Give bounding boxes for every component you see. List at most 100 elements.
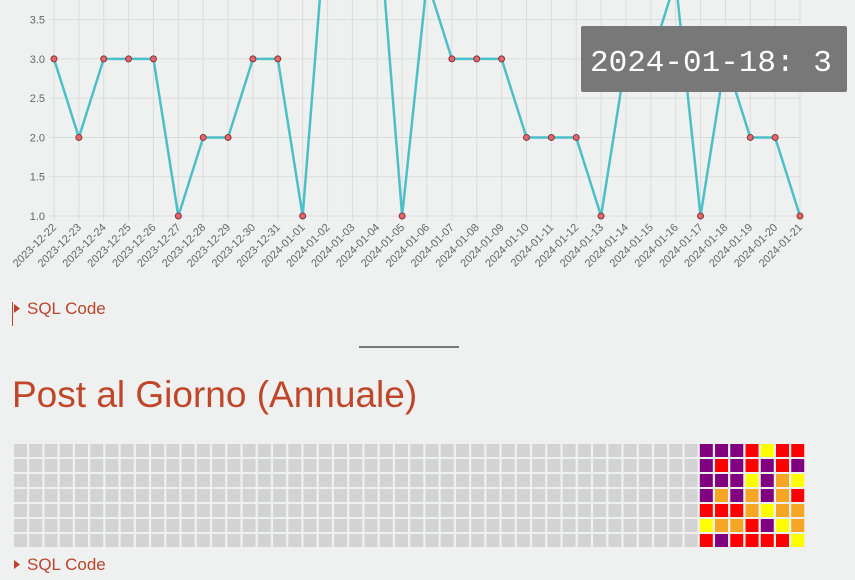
data-point xyxy=(274,55,282,63)
heatmap-cell xyxy=(44,504,58,517)
heatmap-cell xyxy=(181,444,195,457)
sql-toggle[interactable]: SQL Code xyxy=(14,555,106,574)
heatmap-cell xyxy=(334,474,348,487)
heatmap-cell xyxy=(440,474,454,487)
heatmap-cell xyxy=(14,489,27,502)
heatmap-cell xyxy=(593,534,607,547)
heatmap-cell xyxy=(410,519,424,532)
heatmap-cell xyxy=(166,519,180,532)
heatmap-cell xyxy=(455,474,469,487)
heatmap-cell xyxy=(562,504,576,517)
heatmap-cell xyxy=(501,504,515,517)
heatmap-cell xyxy=(745,534,759,547)
heatmap-cell xyxy=(151,534,165,547)
heatmap-cell xyxy=(29,519,43,532)
heatmap-cell xyxy=(562,489,576,502)
heatmap-cell xyxy=(593,474,607,487)
heatmap-cell xyxy=(379,489,393,502)
heatmap-cell xyxy=(776,489,789,502)
heatmap-cell xyxy=(379,519,393,532)
heatmap-cell xyxy=(105,519,119,532)
heatmap-cell xyxy=(760,504,774,517)
sql-link[interactable]: SQL Code xyxy=(27,299,106,318)
heatmap-cell xyxy=(471,534,485,547)
heatmap-cell xyxy=(44,519,58,532)
heatmap-cell xyxy=(440,534,454,547)
heatmap-cell xyxy=(516,444,530,457)
heatmap-cell xyxy=(105,504,119,517)
heatmap-cell xyxy=(547,474,561,487)
heatmap-cell xyxy=(669,459,683,472)
heatmap-cell xyxy=(410,474,424,487)
heatmap-cell xyxy=(59,474,73,487)
y-tick-label: 3.5 xyxy=(30,15,45,27)
heatmap-cell xyxy=(730,459,744,472)
heatmap-cell xyxy=(242,519,256,532)
heatmap-cell xyxy=(654,459,668,472)
heatmap-cell xyxy=(74,504,88,517)
heatmap-cell xyxy=(608,534,622,547)
data-point xyxy=(199,133,207,141)
sql-link[interactable]: SQL Code xyxy=(27,555,106,574)
sql-toggle[interactable]: SQL Code xyxy=(12,299,106,326)
heatmap-cell xyxy=(410,534,424,547)
heatmap-cell xyxy=(699,474,713,487)
heatmap-cell xyxy=(745,489,759,502)
heatmap-cell xyxy=(395,489,408,502)
heatmap-cell xyxy=(364,489,378,502)
heatmap-cell xyxy=(471,519,485,532)
heatmap-cell xyxy=(242,489,256,502)
heatmap-cell xyxy=(593,459,607,472)
heatmap-cell xyxy=(791,459,805,472)
heatmap-cell xyxy=(257,519,271,532)
heatmap-cell xyxy=(760,534,774,547)
heatmap-cell xyxy=(684,504,698,517)
heatmap-cell xyxy=(562,444,576,457)
heatmap-cell xyxy=(59,504,73,517)
heatmap-cell xyxy=(562,534,576,547)
heatmap-cell xyxy=(410,504,424,517)
heatmap-cell xyxy=(669,489,683,502)
heatmap-cell xyxy=(715,519,729,532)
heatmap-cell xyxy=(242,534,256,547)
heatmap-cell xyxy=(395,474,408,487)
heatmap-cell xyxy=(425,459,439,472)
data-point xyxy=(398,212,406,220)
disclosure-arrow xyxy=(14,560,20,569)
heatmap-cell xyxy=(288,519,302,532)
heatmap-cell xyxy=(90,474,104,487)
heatmap-cell xyxy=(791,444,805,457)
heatmap-cell xyxy=(212,444,226,457)
heatmap-cell xyxy=(379,534,393,547)
heatmap-cell xyxy=(654,534,668,547)
y-tick-label: 2.5 xyxy=(30,93,45,105)
heatmap-cell xyxy=(90,534,104,547)
heatmap-cell xyxy=(669,519,683,532)
heatmap-cell xyxy=(334,444,348,457)
heatmap-cell xyxy=(516,519,530,532)
heatmap-cell xyxy=(181,519,195,532)
heatmap-cell xyxy=(577,489,591,502)
heatmap-cell xyxy=(364,444,378,457)
heatmap-cell xyxy=(318,489,332,502)
heatmap-cell xyxy=(608,459,622,472)
heatmap-cell xyxy=(120,474,134,487)
heatmap-cell xyxy=(318,444,332,457)
heatmap-cell xyxy=(14,534,27,547)
heatmap-cell xyxy=(227,474,241,487)
heatmap-cell xyxy=(196,534,210,547)
heatmap-cell xyxy=(776,534,789,547)
heatmap-cell xyxy=(273,474,287,487)
heatmap-cell xyxy=(334,534,348,547)
heatmap-cell xyxy=(776,519,789,532)
heatmap-cell xyxy=(623,459,637,472)
heatmap-cell xyxy=(654,444,668,457)
heatmap-cell xyxy=(395,534,408,547)
heatmap-cell xyxy=(151,444,165,457)
heatmap-cell xyxy=(120,504,134,517)
heatmap-cell xyxy=(684,519,698,532)
heatmap-cell xyxy=(471,474,485,487)
heatmap-cell xyxy=(120,459,134,472)
heatmap-cell xyxy=(532,444,546,457)
heatmap-cell xyxy=(288,459,302,472)
